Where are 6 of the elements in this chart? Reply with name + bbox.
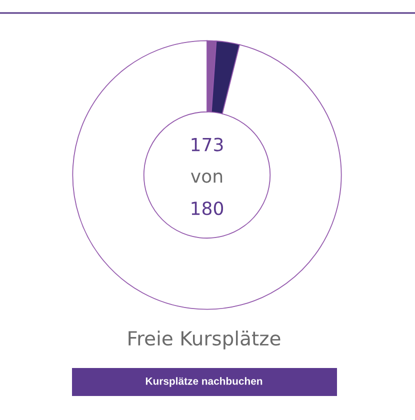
text: 180 <box>192 202 224 216</box>
text: von <box>190 172 222 183</box>
text: Freie Kursplätze <box>128 330 280 350</box>
donut-slice <box>72 40 342 310</box>
text: 173 <box>192 138 223 152</box>
text: Kursplätze nachbuchen <box>146 377 262 387</box>
